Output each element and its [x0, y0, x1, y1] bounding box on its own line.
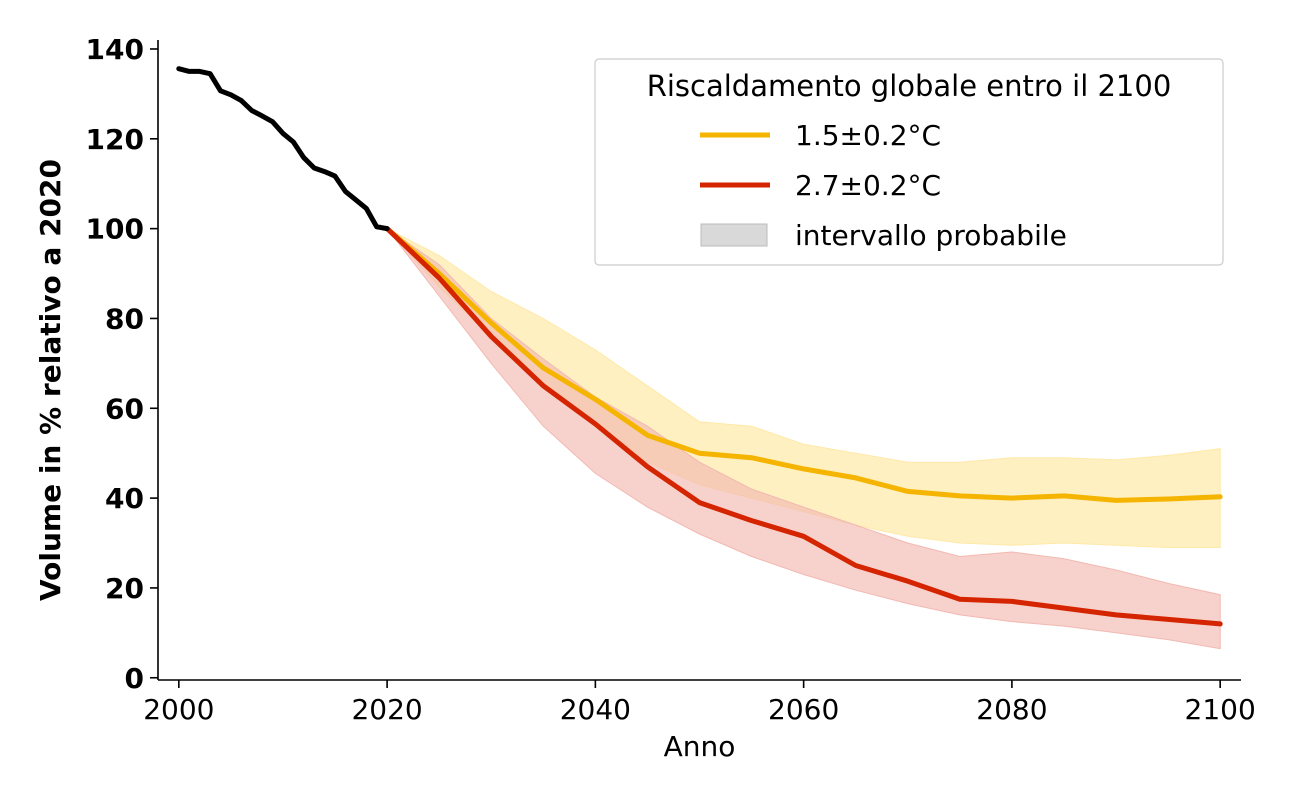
uncertainty-bands [386, 228, 1221, 650]
legend-label-2-7c: 2.7±0.2°C [795, 169, 941, 202]
x-tick-label: 2020 [351, 693, 422, 726]
legend-title: Riscaldamento globale entro il 2100 [647, 69, 1172, 103]
likely-range-band-2-7c [386, 228, 1221, 650]
series-line-1-5c [384, 226, 1223, 503]
x-axis-label: Anno [664, 730, 736, 763]
legend-box [594, 58, 1224, 266]
y-ticks: 0 20 40 60 80 100 120 140 [86, 33, 158, 695]
legend-label-1-5c: 1.5±0.2°C [795, 119, 941, 152]
x-tick-label: 2040 [560, 693, 631, 726]
legend-label-likely-range: intervallo probabile [795, 219, 1067, 252]
y-tick-label: 20 [105, 572, 144, 605]
x-tick-label: 2060 [768, 693, 839, 726]
x-tick-label: 2100 [1185, 693, 1256, 726]
y-tick-label: 100 [86, 213, 144, 246]
y-axis-label: Volume in % relativo a 2020 [34, 159, 67, 601]
series-line-2-7c [384, 226, 1223, 627]
y-tick-label: 60 [105, 392, 144, 425]
x-tick-label: 2000 [143, 693, 214, 726]
y-tick-label: 40 [105, 482, 144, 515]
legend-swatch-likely-range [700, 223, 768, 247]
y-tick-label: 140 [86, 33, 144, 66]
y-tick-label: 120 [86, 123, 144, 156]
y-tick-label: 80 [105, 302, 144, 335]
x-ticks: 2000 2020 2040 2060 2080 2100 [143, 680, 1256, 726]
series-lines [176, 66, 1223, 627]
historical-line [176, 66, 390, 232]
x-tick-label: 2080 [976, 693, 1047, 726]
y-tick-label: 0 [125, 662, 144, 695]
legend: Riscaldamento globale entro il 2100 1.5±… [594, 58, 1224, 266]
